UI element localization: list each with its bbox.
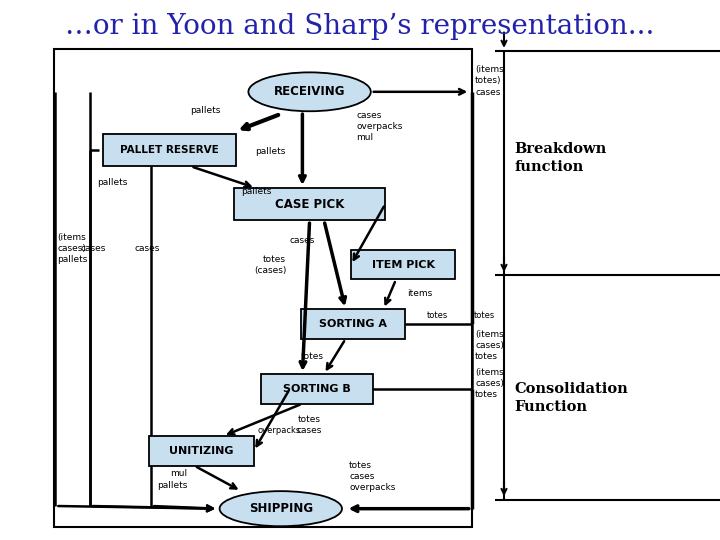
Text: pallets: pallets [190,106,220,115]
Text: Consolidation
Function: Consolidation Function [515,382,629,415]
Bar [301,309,405,339]
Text: cases: cases [81,244,107,253]
Text: mul
pallets: mul pallets [157,469,187,490]
Text: overpacks: overpacks [258,426,301,435]
Bar [234,188,385,220]
Text: totes
cases: totes cases [297,415,323,435]
Text: pallets: pallets [97,178,127,187]
Bar [54,49,472,526]
Text: cases
overpacks
mul: cases overpacks mul [356,111,402,142]
Text: (items
cases)
totes: (items cases) totes [475,368,504,399]
Text: Breakdown
function: Breakdown function [515,141,607,174]
Text: totes
(cases): totes (cases) [254,254,287,275]
Ellipse shape [220,491,342,526]
Text: (items
totes)
cases: (items totes) cases [475,65,504,97]
Ellipse shape [248,72,371,111]
Bar [150,436,254,465]
Bar [102,134,236,166]
Text: pallets: pallets [255,147,285,156]
Bar [351,249,456,280]
Text: (items
cases)
totes: (items cases) totes [475,330,504,361]
Text: totes: totes [301,352,324,361]
Text: SORTING A: SORTING A [319,319,387,329]
Text: (items
cases)
pallets: (items cases) pallets [58,233,88,264]
Text: totes
cases
overpacks: totes cases overpacks [349,461,395,492]
Text: cases: cases [289,236,315,245]
Text: ITEM PICK: ITEM PICK [372,260,435,269]
Text: PALLET RESERVE: PALLET RESERVE [120,145,219,155]
Text: totes: totes [426,312,448,320]
Text: CASE PICK: CASE PICK [275,198,344,211]
Text: SHIPPING: SHIPPING [248,502,313,515]
Text: RECEIVING: RECEIVING [274,85,346,98]
Bar [261,374,373,404]
Text: items: items [407,289,432,298]
Text: UNITIZING: UNITIZING [169,446,234,456]
Text: totes: totes [474,312,495,320]
Text: cases: cases [135,244,161,253]
Text: SORTING B: SORTING B [283,384,351,394]
Text: pallets: pallets [241,187,271,196]
Text: …or in Yoon and Sharp’s representation...: …or in Yoon and Sharp’s representation..… [66,14,654,40]
